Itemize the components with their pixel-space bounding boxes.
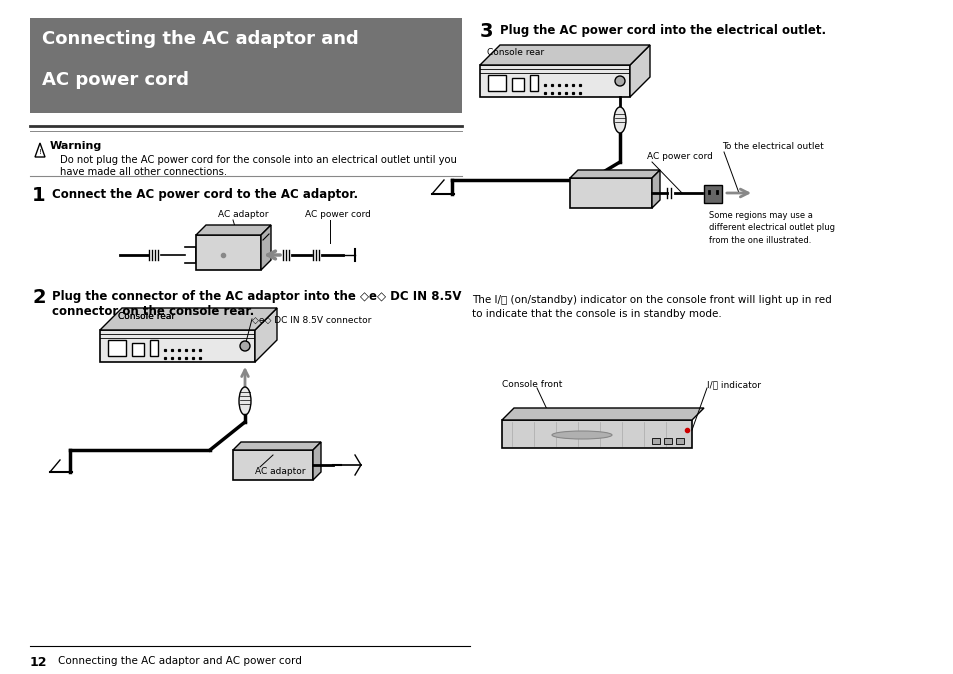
Bar [132, 343, 144, 356]
Text: Plug the AC power cord into the electrical outlet.: Plug the AC power cord into the electric… [499, 24, 825, 37]
Polygon shape [501, 408, 703, 420]
Polygon shape [100, 308, 276, 330]
Bar [150, 340, 158, 356]
Bar [676, 438, 683, 444]
Polygon shape [254, 308, 276, 362]
Text: ◇e◇ DC IN 8.5V connector: ◇e◇ DC IN 8.5V connector [252, 316, 371, 325]
Polygon shape [501, 420, 691, 448]
Text: Console rear: Console rear [486, 48, 543, 57]
Text: Connecting the AC adaptor and: Connecting the AC adaptor and [42, 30, 358, 48]
Ellipse shape [239, 387, 251, 415]
Bar [108, 340, 126, 356]
Polygon shape [629, 45, 649, 97]
Ellipse shape [552, 431, 612, 439]
Polygon shape [651, 170, 659, 208]
Text: !: ! [38, 149, 41, 155]
Text: to indicate that the console is in standby mode.: to indicate that the console is in stand… [472, 309, 721, 319]
Text: 12: 12 [30, 656, 48, 669]
Text: Connecting the AC adaptor and AC power cord: Connecting the AC adaptor and AC power c… [58, 656, 301, 666]
Text: Console front: Console front [501, 380, 561, 389]
Circle shape [240, 341, 250, 351]
Text: The I/⏻ (on/standby) indicator on the console front will light up in red: The I/⏻ (on/standby) indicator on the co… [472, 295, 831, 305]
Text: To the electrical outlet: To the electrical outlet [721, 142, 822, 151]
Bar [703, 185, 721, 203]
Bar [530, 75, 537, 91]
Bar [233, 450, 313, 480]
Polygon shape [261, 225, 271, 270]
Bar [488, 75, 505, 91]
Text: connector on the console rear.: connector on the console rear. [52, 305, 254, 318]
Text: Connect the AC power cord to the AC adaptor.: Connect the AC power cord to the AC adap… [52, 188, 357, 201]
Text: I/⏻ indicator: I/⏻ indicator [706, 380, 760, 389]
Polygon shape [195, 225, 271, 235]
Bar [651, 438, 659, 444]
Text: Console rear: Console rear [118, 312, 175, 321]
Polygon shape [313, 442, 320, 480]
Text: AC power cord: AC power cord [42, 71, 189, 89]
Text: 2: 2 [32, 288, 46, 307]
Ellipse shape [614, 107, 625, 133]
Text: Plug the connector of the AC adaptor into the ◇e◇ DC IN 8.5V: Plug the connector of the AC adaptor int… [52, 290, 461, 303]
Bar [512, 78, 523, 91]
Text: Console rear: Console rear [118, 312, 175, 321]
Text: AC power cord: AC power cord [646, 152, 712, 161]
Text: 1: 1 [32, 186, 46, 205]
Bar [569, 178, 651, 208]
Bar [663, 438, 671, 444]
Circle shape [615, 76, 624, 86]
Bar [195, 235, 261, 270]
Text: Warning: Warning [50, 141, 102, 151]
Bar [100, 330, 254, 362]
Polygon shape [233, 442, 320, 450]
Text: have made all other connections.: have made all other connections. [60, 167, 227, 177]
Text: AC adaptor: AC adaptor [218, 210, 268, 219]
Polygon shape [479, 45, 649, 65]
Text: Some regions may use a
different electrical outlet plug
from the one illustrated: Some regions may use a different electri… [708, 211, 834, 245]
Polygon shape [569, 170, 659, 178]
Text: AC adaptor: AC adaptor [254, 467, 305, 476]
Text: 3: 3 [479, 22, 493, 41]
Bar [30, 18, 461, 113]
Bar [479, 65, 629, 97]
Text: Do not plug the AC power cord for the console into an electrical outlet until yo: Do not plug the AC power cord for the co… [60, 155, 456, 165]
Text: AC power cord: AC power cord [305, 210, 371, 219]
